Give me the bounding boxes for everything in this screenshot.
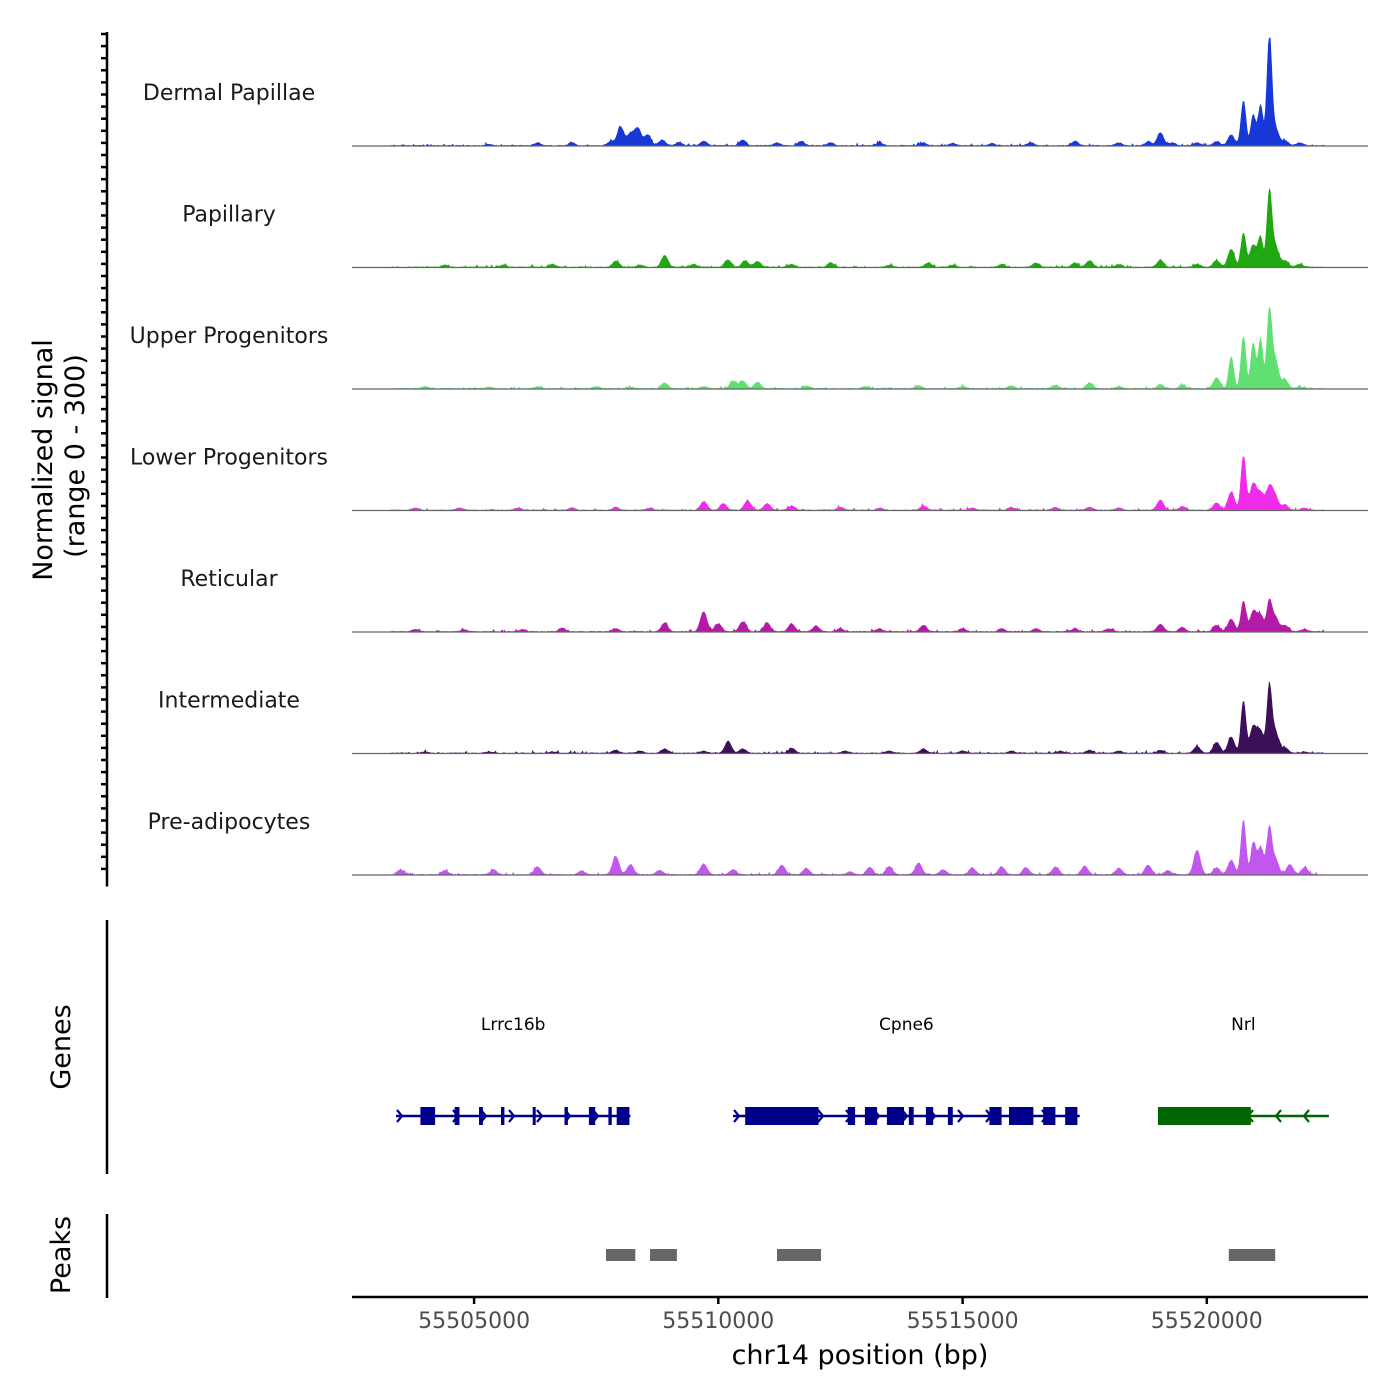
track-label: Lower Progenitors [130, 446, 328, 471]
signal-area [390, 187, 1325, 268]
strand-arrow [817, 1109, 825, 1123]
peak-region [1228, 1249, 1276, 1261]
exon [420, 1107, 436, 1125]
exon [608, 1107, 612, 1125]
exon [616, 1107, 630, 1125]
track-label: Upper Progenitors [130, 324, 329, 349]
signal-area [390, 456, 1325, 511]
signal-area [390, 307, 1325, 390]
track-dermal-papillae: Dermal Papillae [143, 37, 1368, 147]
strand-arrow [957, 1109, 965, 1123]
exon [947, 1107, 953, 1125]
y-axis-title-line1: Normalized signal [28, 339, 59, 581]
genes-track-label: Genes [46, 1004, 77, 1089]
gene-label: Lrrc16b [481, 1015, 546, 1035]
exon [501, 1107, 505, 1125]
exon [454, 1107, 460, 1125]
track-papillary: Papillary [182, 187, 1368, 269]
x-axis-title: chr14 position (bp) [732, 1340, 989, 1371]
gene-label: Cpne6 [879, 1015, 934, 1035]
peak-region [777, 1249, 821, 1261]
peaks-track-label: Peaks [46, 1216, 77, 1294]
track-pre-adipocytes: Pre-adipocytes [148, 810, 1368, 876]
signal-area [390, 37, 1325, 147]
track-upper-progenitors: Upper Progenitors [130, 307, 1368, 390]
exon [1065, 1107, 1078, 1125]
exon [564, 1107, 568, 1125]
signal-area [390, 681, 1325, 754]
exon [1158, 1107, 1251, 1125]
exon [989, 1107, 1002, 1125]
track-label: Dermal Papillae [143, 81, 315, 106]
strand-arrow [396, 1109, 404, 1123]
exon [745, 1107, 819, 1125]
exon [864, 1107, 878, 1125]
track-lower-progenitors: Lower Progenitors [130, 446, 1368, 512]
y-axis-title-line2: (range 0 - 300) [60, 354, 91, 558]
exon [908, 1107, 914, 1125]
gene-nrl: Nrl [1158, 1015, 1329, 1125]
peak-regions-track [606, 1249, 1276, 1261]
track-label: Pre-adipocytes [148, 810, 311, 835]
x-tick-label: 55510000 [662, 1309, 774, 1334]
signal-area [390, 819, 1325, 876]
track-label: Reticular [180, 567, 278, 592]
exon [886, 1107, 904, 1125]
signal-tracks: Dermal Papillae Papillary Upper Progenitor… [130, 37, 1368, 876]
gene-label: Nrl [1231, 1015, 1255, 1035]
exon [1009, 1107, 1034, 1125]
exon [479, 1107, 483, 1125]
peak-region [606, 1249, 636, 1261]
x-axis-ticks: 55505000 55510000 55515000 55520000 [418, 1297, 1263, 1334]
x-tick-label: 55515000 [907, 1309, 1019, 1334]
exon [532, 1107, 536, 1125]
gene-lrrc16b: Lrrc16b [396, 1015, 631, 1125]
coverage-y-axis [101, 32, 109, 887]
track-intermediate: Intermediate [158, 681, 1368, 755]
exon [588, 1107, 596, 1125]
strand-arrow [733, 1109, 741, 1123]
signal-area [390, 598, 1325, 633]
x-tick-label: 55505000 [418, 1309, 530, 1334]
exon [847, 1107, 856, 1125]
strand-arrow [536, 1109, 544, 1123]
strand-arrow [1302, 1109, 1310, 1123]
exon [925, 1107, 934, 1125]
gene-annotation-track: Lrrc16b Cpne6 Nrl [396, 1015, 1329, 1125]
track-label: Papillary [182, 203, 276, 228]
x-tick-label: 55520000 [1151, 1309, 1263, 1334]
track-label: Intermediate [158, 689, 300, 714]
strand-arrow [508, 1109, 516, 1123]
gene-cpne6: Cpne6 [733, 1015, 1080, 1125]
peak-region [650, 1249, 677, 1261]
track-reticular: Reticular [180, 567, 1368, 633]
exon [1043, 1107, 1056, 1125]
strand-arrow [1274, 1109, 1282, 1123]
